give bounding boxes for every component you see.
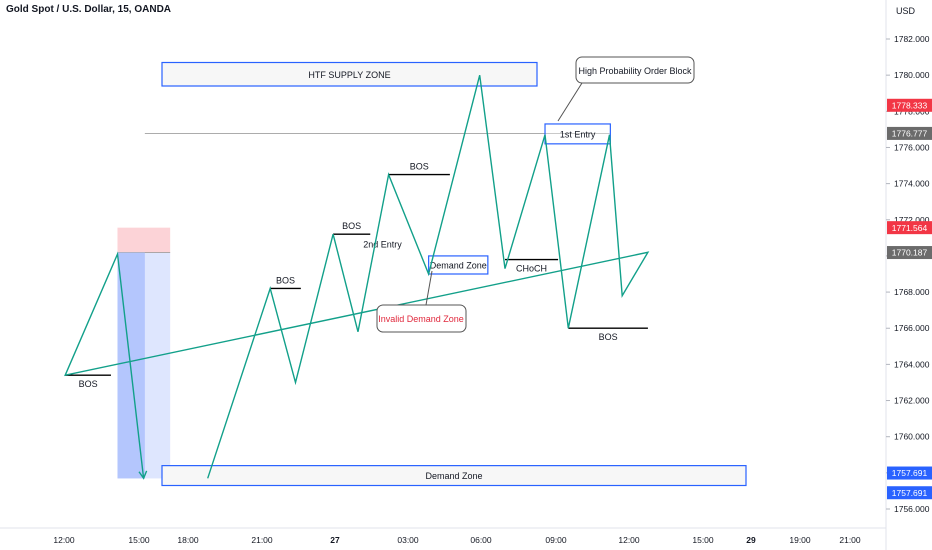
- price-badge-2: [887, 126, 932, 140]
- price-badge-3: [887, 221, 932, 235]
- symbol-title: Gold Spot / U.S. Dollar, 15, OANDA: [6, 4, 172, 15]
- stop-zone-2: [117, 227, 171, 253]
- y-tick-label-14: 1782.000: [894, 34, 930, 44]
- zone-box-3: [544, 123, 611, 145]
- zone-label-1: HTF SUPPLY ZONE: [308, 70, 390, 80]
- zone-label-4: 2nd Entry: [363, 240, 402, 250]
- price-badge-4: [887, 246, 932, 260]
- price-path-layer: [64, 75, 650, 480]
- levels-layer: BOS BOS BOS CHoCH BOS BOS: [65, 162, 648, 389]
- level-label-6: BOS: [79, 379, 98, 389]
- x-tick-label-7: 06:00: [470, 535, 492, 545]
- x-tick-label-4: 21:00: [251, 535, 273, 545]
- level-label-4: CHoCH: [516, 264, 547, 274]
- callout-pointer-2: [420, 270, 433, 306]
- x-tick-label-1: 12:00: [53, 535, 75, 545]
- zone-box-1: [161, 61, 538, 87]
- zones-layer: HTF SUPPLY ZONE Demand Zone 1st Entry 2nd E…: [161, 61, 747, 487]
- x-tick-label-13: 21:00: [839, 535, 861, 545]
- price-badge-label-5: 1757.691: [892, 468, 928, 478]
- y-tick-label-4: 1762.000: [894, 396, 930, 406]
- x-tick-label-12: 19:00: [789, 535, 811, 545]
- price-badge-label-2: 1776.777: [892, 129, 928, 139]
- x-tick-label-8: 09:00: [545, 535, 567, 545]
- zone-label-2: Demand Zone: [430, 260, 487, 270]
- price-badge-6: [887, 486, 932, 500]
- price-badge-1: [887, 98, 932, 112]
- x-tick-label-5: 27: [330, 535, 340, 545]
- y-tick-label-1: 1756.000: [894, 504, 930, 514]
- callout-label-2: Invalid Demand Zone: [378, 314, 464, 324]
- callout-box-1: [575, 56, 695, 84]
- x-tick-label-6: 03:00: [397, 535, 419, 545]
- x-tick-label-11: 29: [746, 535, 756, 545]
- x-tick-label-2: 15:00: [128, 535, 150, 545]
- zone-label-5: Demand Zone: [425, 471, 482, 481]
- y-tick-label-11: 1776.000: [894, 142, 930, 152]
- currency-label: USD: [896, 6, 916, 16]
- callouts-layer: High Probability Order Block Invalid Dema…: [376, 56, 695, 333]
- zone-box-5: [161, 465, 747, 487]
- level-label-3: BOS: [410, 162, 429, 172]
- y-tick-label-5: 1764.000: [894, 359, 930, 369]
- y-tick-label-6: 1766.000: [894, 323, 930, 333]
- y-tick-label-7: 1768.000: [894, 287, 930, 297]
- price-badge-label-3: 1771.564: [892, 223, 928, 233]
- level-label-1: BOS: [276, 275, 295, 285]
- price-badge-label-6: 1757.691: [892, 488, 928, 498]
- price-badge-label-4: 1770.187: [892, 248, 928, 258]
- y-tick-label-9: 1772.000: [894, 215, 930, 225]
- x-tick-label-10: 15:00: [692, 535, 714, 545]
- price-badge-5: [887, 466, 932, 480]
- price-badges-layer: 1778.333 1776.777 1771.564 1770.187 1757.691…: [887, 98, 932, 500]
- level-label-5: BOS: [599, 332, 618, 342]
- zone-label-3: 1st Entry: [560, 129, 596, 139]
- y-tick-label-13: 1780.000: [894, 70, 930, 80]
- zone-box-2: [428, 255, 489, 275]
- callout-pointer-1: [557, 82, 586, 122]
- x-tick-label-9: 12:00: [618, 535, 640, 545]
- price-arrowhead: [138, 470, 148, 480]
- x-tick-label-3: 18:00: [177, 535, 199, 545]
- level-label-2: BOS: [342, 221, 361, 231]
- y-tick-label-3: 1760.000: [894, 432, 930, 442]
- price-badge-label-1: 1778.333: [892, 100, 928, 110]
- callout-label-1: High Probability Order Block: [578, 66, 692, 76]
- y-tick-label-10: 1774.000: [894, 179, 930, 189]
